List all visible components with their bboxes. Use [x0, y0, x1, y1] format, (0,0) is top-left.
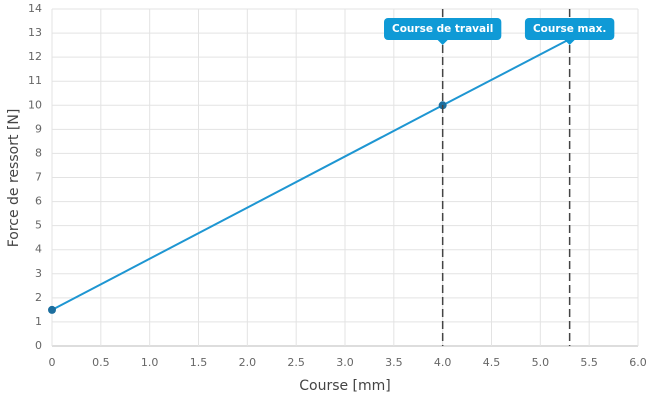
x-tick-label: 6.0 — [629, 356, 647, 369]
annotation-box — [524, 18, 615, 40]
y-axis-title: Force de ressort [N] — [6, 109, 22, 248]
y-tick-label: 10 — [28, 98, 42, 111]
annotation-text: Course de travail — [392, 23, 493, 35]
y-tick-label: 8 — [35, 146, 42, 159]
marker — [48, 305, 56, 314]
x-tick-label: 5.5 — [580, 356, 598, 369]
y-tick-label: 6 — [35, 195, 42, 208]
x-tick-label: 2.0 — [239, 356, 257, 369]
y-tick-label: 4 — [35, 243, 42, 256]
x-tick-label: 1.0 — [141, 356, 159, 369]
y-tick-label: 11 — [28, 74, 42, 87]
y-tick-label: 13 — [28, 26, 42, 39]
y-tick-label: 9 — [35, 122, 42, 135]
x-axis-title: Course [mm] — [299, 378, 391, 394]
y-tick-label: 12 — [28, 50, 42, 63]
y-tick-label: 5 — [35, 219, 42, 232]
x-tick-label: 3.0 — [336, 356, 354, 369]
annotation-label: Course max. — [524, 18, 615, 45]
annotation-box — [384, 18, 502, 40]
x-tick-label: 4.0 — [434, 356, 452, 369]
x-tick-label: 4.5 — [483, 356, 501, 369]
x-tick-label: 3.5 — [385, 356, 403, 369]
x-tick-label: 0.5 — [92, 356, 110, 369]
x-tick-label: 5.0 — [532, 356, 550, 369]
y-tick-label: 1 — [35, 315, 42, 328]
y-tick-label: 7 — [35, 171, 42, 184]
y-tick-label: 0 — [35, 339, 42, 352]
x-tick-label: 0 — [49, 356, 56, 369]
y-tick-label: 3 — [35, 267, 42, 280]
x-tick-label: 2.5 — [287, 356, 305, 369]
y-tick-label: 14 — [28, 2, 42, 15]
annotation-pointer — [437, 40, 448, 45]
x-tick-label: 1.5 — [190, 356, 208, 369]
annotation-label: Course de travail — [384, 18, 502, 45]
annotation-pointer — [564, 40, 575, 45]
annotation-text: Course max. — [533, 23, 606, 35]
y-tick-label: 2 — [35, 291, 42, 304]
